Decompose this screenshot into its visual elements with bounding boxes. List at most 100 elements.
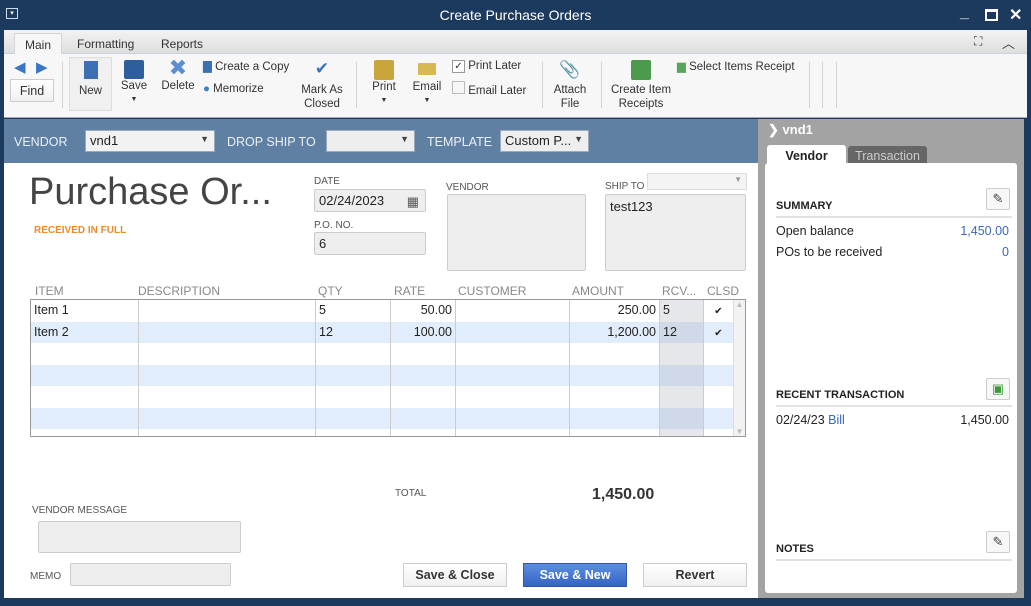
maximize-icon[interactable]	[985, 9, 998, 21]
cell-amount[interactable]	[570, 429, 660, 436]
save-button[interactable]: Save ▼	[118, 60, 150, 107]
cell-rate[interactable]	[391, 429, 456, 436]
cell-qty[interactable]	[316, 429, 391, 436]
po-number-field[interactable]: 6	[314, 232, 426, 255]
cell-item[interactable]	[31, 364, 139, 387]
column-header-rate[interactable]: RATE	[394, 284, 426, 298]
save-and-close-button[interactable]: Save & Close	[403, 563, 507, 587]
column-header-rcv[interactable]: RCV...	[662, 284, 697, 298]
cell-rate[interactable]	[391, 407, 456, 430]
column-header-customer[interactable]: CUSTOMER	[458, 284, 527, 298]
cell-item[interactable]	[31, 343, 139, 365]
column-header-description[interactable]: DESCRIPTION	[138, 284, 221, 298]
cell-rcv[interactable]	[660, 343, 704, 365]
cell-customer[interactable]	[456, 321, 570, 344]
drop-ship-dropdown[interactable]: ▼	[326, 130, 415, 152]
cell-clsd[interactable]	[704, 407, 734, 430]
table-row[interactable]	[31, 386, 734, 408]
tab-main[interactable]: Main	[14, 33, 63, 54]
table-row[interactable]	[31, 407, 734, 430]
email-button[interactable]: Email ▼	[410, 60, 444, 108]
pos-link[interactable]: 0	[1002, 245, 1009, 259]
cell-item[interactable]: Item 1	[31, 300, 139, 322]
cell-customer[interactable]	[456, 386, 570, 408]
expand-icon[interactable]: ⛶	[974, 34, 983, 48]
table-row[interactable]: Item 1 5 50.00 250.00 5 ✔	[31, 300, 735, 323]
vendor-address-field[interactable]	[447, 194, 586, 271]
find-button[interactable]: Find	[10, 79, 54, 102]
minimize-icon[interactable]: _	[960, 4, 969, 21]
print-later-checkbox[interactable]: ✓ Print Later	[452, 59, 521, 73]
cell-amount[interactable]: 1,200.00	[570, 321, 660, 344]
add-transaction-icon[interactable]: ▣	[986, 378, 1010, 400]
cell-clsd[interactable]	[704, 364, 734, 387]
cell-description[interactable]	[139, 364, 316, 387]
cell-clsd[interactable]: ✔	[704, 321, 734, 344]
collapse-ribbon-icon[interactable]: ︿	[1002, 36, 1016, 51]
cell-rate[interactable]: 50.00	[391, 300, 456, 322]
cell-item[interactable]: Item 2	[31, 321, 139, 344]
cell-description[interactable]	[139, 386, 316, 408]
column-header-amount[interactable]: AMOUNT	[572, 284, 624, 298]
cell-amount[interactable]	[570, 407, 660, 430]
cell-description[interactable]	[139, 321, 316, 344]
cell-qty[interactable]	[316, 386, 391, 408]
cell-clsd[interactable]	[704, 429, 734, 436]
cell-qty[interactable]	[316, 343, 391, 365]
tab-transaction[interactable]: Transaction	[848, 146, 927, 167]
edit-notes-pencil-icon[interactable]: ✎	[986, 531, 1010, 553]
cell-rate[interactable]	[391, 386, 456, 408]
date-field[interactable]: 02/24/2023 ▦	[314, 189, 426, 212]
cell-description[interactable]	[139, 429, 316, 436]
cell-amount[interactable]	[570, 386, 660, 408]
memo-field[interactable]	[70, 563, 231, 586]
cell-item[interactable]	[31, 386, 139, 408]
template-dropdown[interactable]: Custom P... ▼	[500, 130, 589, 152]
cell-rcv[interactable]	[660, 386, 704, 408]
select-items-receipt-button[interactable]: ▆ Select Items Receipt	[677, 61, 795, 73]
edit-pencil-icon[interactable]: ✎	[986, 188, 1010, 210]
cell-rcv[interactable]	[660, 407, 704, 430]
window-menu-icon[interactable]: ▾	[6, 8, 18, 19]
cell-clsd[interactable]	[704, 386, 734, 408]
memorize-button[interactable]: ● Memorize	[203, 83, 264, 95]
collapse-panel-button[interactable]: ❯ vnd1	[768, 122, 813, 137]
previous-arrow-icon[interactable]: ◀	[14, 59, 26, 76]
next-arrow-icon[interactable]: ▶	[36, 59, 48, 76]
cell-customer[interactable]	[456, 300, 570, 322]
vendor-dropdown[interactable]: vnd1 ▼	[85, 130, 215, 152]
cell-qty[interactable]: 5	[316, 300, 391, 322]
cell-item[interactable]	[31, 429, 139, 436]
cell-item[interactable]	[31, 407, 139, 430]
create-copy-button[interactable]: ▇ Create a Copy	[203, 61, 290, 73]
close-icon[interactable]: ✕	[1009, 7, 1023, 24]
revert-button[interactable]: Revert	[643, 563, 747, 587]
create-item-receipts-button[interactable]: Create Item Receipts	[608, 60, 674, 111]
tab-vendor[interactable]: Vendor	[767, 145, 846, 167]
cell-amount[interactable]	[570, 364, 660, 387]
column-header-clsd[interactable]: CLSD	[707, 284, 740, 298]
column-header-qty[interactable]: QTY	[318, 284, 343, 298]
column-header-item[interactable]: ITEM	[35, 284, 64, 298]
print-button[interactable]: Print ▼	[368, 60, 400, 108]
table-row[interactable]	[31, 343, 734, 365]
table-scrollbar[interactable]: ▲ ▼	[733, 300, 745, 436]
cell-description[interactable]	[139, 300, 316, 322]
cell-rcv[interactable]	[660, 429, 704, 436]
cell-qty[interactable]	[316, 364, 391, 387]
tab-formatting[interactable]: Formatting	[77, 37, 135, 51]
cell-customer[interactable]	[456, 364, 570, 387]
delete-button[interactable]: ✖ Delete	[159, 57, 197, 93]
bill-link[interactable]: Bill	[828, 413, 845, 427]
table-row[interactable]: Item 2 12 100.00 1,200.00 12 ✔	[31, 321, 734, 344]
mark-as-closed-button[interactable]: ✔ Mark As Closed	[298, 59, 346, 111]
cell-rate[interactable]	[391, 343, 456, 365]
cell-customer[interactable]	[456, 343, 570, 365]
attach-file-button[interactable]: 📎 Attach File	[550, 60, 590, 111]
cell-amount[interactable]	[570, 343, 660, 365]
cell-qty[interactable]	[316, 407, 391, 430]
ship-to-address-field[interactable]: test123	[605, 194, 746, 271]
cell-description[interactable]	[139, 407, 316, 430]
tab-reports[interactable]: Reports	[161, 37, 204, 51]
cell-rcv[interactable]: 12	[660, 321, 704, 344]
